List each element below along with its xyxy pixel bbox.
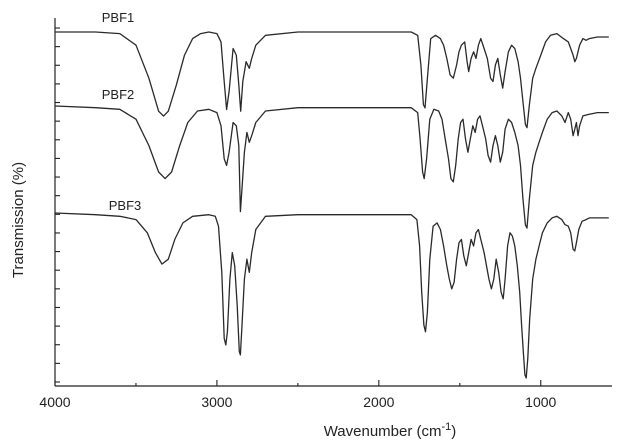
- series-label-pbf1: PBF1: [102, 10, 135, 25]
- series-line-pbf3: [54, 212, 609, 379]
- x-tick-label: 2000: [363, 394, 394, 410]
- x-axis-title: Wavenumber (cm-1): [324, 421, 457, 440]
- x-axis-title-superscript: -1: [442, 421, 452, 433]
- y-axis-title: Transmission (%): [10, 162, 27, 278]
- x-axis-title-main: Wavenumber (cm: [324, 423, 442, 440]
- y-ticks: [55, 27, 60, 383]
- x-tick-label: 3000: [201, 394, 232, 410]
- x-tick-label: 4000: [39, 394, 70, 410]
- series-label-pbf3: PBF3: [109, 198, 142, 213]
- series-layer: [54, 31, 609, 379]
- series-labels: PBF1 PBF2 PBF3: [102, 10, 142, 213]
- series-label-pbf2: PBF2: [102, 87, 135, 102]
- series-line-pbf1: [55, 31, 609, 129]
- series-line-pbf2: [54, 105, 609, 229]
- x-tick-label: 1000: [525, 394, 556, 410]
- axes: 4000 3000 2000 1000: [39, 18, 612, 410]
- x-ticks: 4000 3000 2000 1000: [39, 380, 557, 410]
- x-axis-title-close: ): [451, 423, 456, 440]
